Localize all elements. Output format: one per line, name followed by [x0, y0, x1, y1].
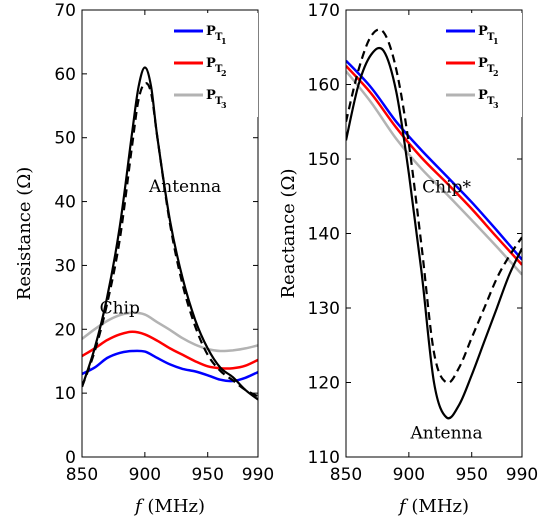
- legend-subsub-2: 3: [221, 100, 227, 110]
- legend-subsub-1: 2: [221, 68, 227, 78]
- legend-subsub-0: 1: [493, 36, 499, 46]
- x-axis-label: f (MHz): [397, 496, 469, 517]
- series-group: [346, 28, 522, 420]
- y-tick-label: 150: [308, 150, 340, 170]
- y-tick-label: 110: [308, 448, 340, 468]
- resistance-panel: 850 900 950 990 0 10 20 30 40 50 60 70 f (MHz) Resist…: [14, 1, 274, 517]
- series-line-4: [82, 82, 258, 398]
- legend: P T1P T2P T3: [172, 13, 258, 117]
- x-tick-label: 900: [129, 465, 161, 485]
- y-axis-label: Reactance (Ω): [278, 169, 299, 299]
- x-axis-unit: (MHz): [406, 496, 469, 517]
- legend-label-2: P: [478, 88, 488, 103]
- series-line-0: [346, 59, 522, 261]
- x-axis-unit: (MHz): [142, 496, 205, 517]
- legend-label-0: P: [206, 24, 216, 39]
- legend-label-0: P: [478, 24, 488, 39]
- legend-sub-2: T: [215, 96, 223, 107]
- y-tick-label: 160: [308, 76, 340, 96]
- legend-subsub-2: 3: [493, 100, 499, 110]
- annotation-1: Antenna: [409, 423, 482, 443]
- legend-sub-1: T: [487, 64, 495, 75]
- legend-label-1: P: [206, 56, 216, 71]
- y-tick-label: 0: [65, 448, 76, 468]
- x-tick-label: 850: [330, 465, 362, 485]
- legend-subsub-1: 2: [493, 68, 499, 78]
- x-tick-label: 990: [242, 465, 274, 485]
- y-tick-label: 70: [54, 1, 76, 21]
- legend-label-1: P: [478, 56, 488, 71]
- x-tick-label: 950: [455, 465, 487, 485]
- series-line-0: [82, 349, 258, 383]
- series-line-2: [82, 311, 258, 353]
- x-tick-label: 990: [506, 465, 538, 485]
- series-line-1: [82, 330, 258, 370]
- y-tick-label: 50: [54, 129, 76, 149]
- annotation-1: Chip: [100, 298, 140, 318]
- series-line-1: [346, 65, 522, 266]
- x-tick-label: 850: [66, 465, 98, 485]
- legend: P T1P T2P T3: [444, 13, 522, 117]
- y-tick-label: 170: [308, 1, 340, 21]
- annotation-0: Antenna: [148, 177, 221, 197]
- legend-label-2: P: [206, 88, 216, 103]
- x-axis-label: f (MHz): [133, 496, 205, 517]
- y-tick-label: 40: [54, 193, 76, 213]
- legend-sub-2: T: [487, 96, 495, 107]
- y-axis-label: Resistance (Ω): [14, 167, 35, 300]
- legend-sub-1: T: [215, 64, 223, 75]
- legend-sub-0: T: [215, 32, 223, 43]
- y-tick-label: 20: [54, 320, 76, 340]
- reactance-panel: 850 900 950 990 110 120 130 140 150 160 170 f (MHz)…: [278, 1, 538, 517]
- y-tick-label: 130: [308, 299, 340, 319]
- y-tick-label: 60: [54, 65, 76, 85]
- plot-frame: [81, 9, 259, 458]
- series-group: [82, 66, 258, 401]
- y-tick-label: 10: [54, 384, 76, 404]
- y-tick-label: 140: [308, 225, 340, 245]
- legend-subsub-0: 1: [221, 36, 227, 46]
- y-tick-label: 120: [308, 374, 340, 394]
- x-tick-label: 950: [191, 465, 223, 485]
- legend-sub-0: T: [487, 32, 495, 43]
- x-tick-label: 900: [393, 465, 425, 485]
- annotation-0: Chip*: [422, 178, 471, 198]
- y-tick-label: 30: [54, 256, 76, 276]
- series-line-2: [346, 70, 522, 276]
- series-line-4: [346, 28, 522, 384]
- series-line-3: [346, 46, 522, 420]
